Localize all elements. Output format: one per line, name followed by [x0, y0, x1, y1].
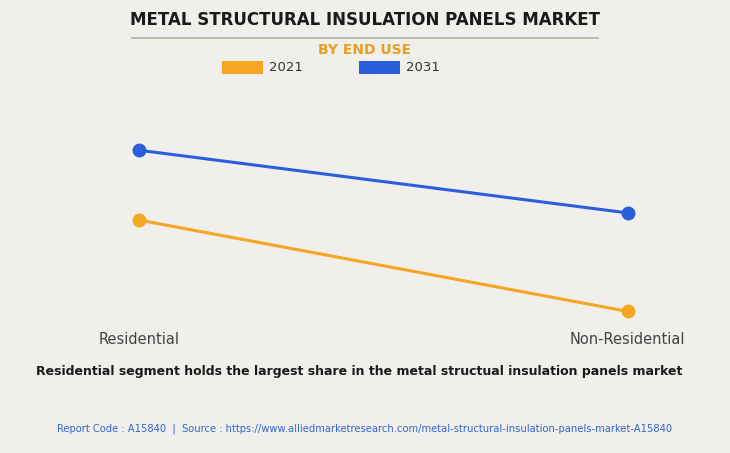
Text: 2021: 2021 [269, 61, 302, 73]
Text: Report Code : A15840  |  Source : https://www.alliedmarketresearch.com/metal-str: Report Code : A15840 | Source : https://… [58, 424, 672, 434]
FancyBboxPatch shape [222, 61, 263, 74]
FancyBboxPatch shape [359, 61, 400, 74]
Text: METAL STRUCTURAL INSULATION PANELS MARKET: METAL STRUCTURAL INSULATION PANELS MARKE… [130, 11, 600, 29]
Text: 2031: 2031 [406, 61, 439, 73]
Text: BY END USE: BY END USE [318, 43, 412, 57]
Text: Residential segment holds the largest share in the metal structual insulation pa: Residential segment holds the largest sh… [36, 365, 683, 378]
